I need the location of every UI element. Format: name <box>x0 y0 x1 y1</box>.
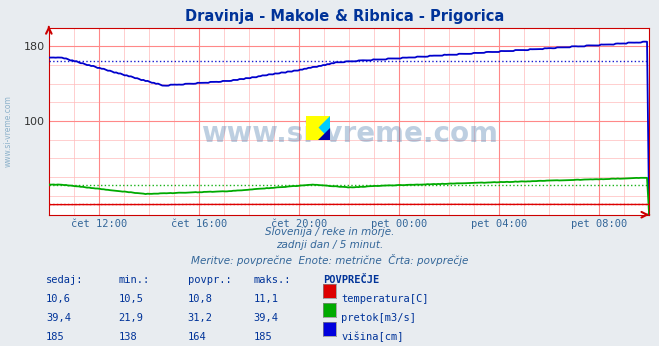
Text: maks.:: maks.: <box>254 275 291 285</box>
Text: 10,5: 10,5 <box>119 294 144 304</box>
Text: povpr.:: povpr.: <box>188 275 231 285</box>
Text: 164: 164 <box>188 332 206 342</box>
Polygon shape <box>306 116 330 140</box>
Text: sedaj:: sedaj: <box>46 275 84 285</box>
Text: Slovenija / reke in morje.: Slovenija / reke in morje. <box>265 227 394 237</box>
Text: 138: 138 <box>119 332 137 342</box>
Text: 11,1: 11,1 <box>254 294 279 304</box>
Text: pretok[m3/s]: pretok[m3/s] <box>341 313 416 323</box>
Text: min.:: min.: <box>119 275 150 285</box>
Text: 10,8: 10,8 <box>188 294 213 304</box>
Text: 21,9: 21,9 <box>119 313 144 323</box>
Text: www.si-vreme.com: www.si-vreme.com <box>201 120 498 148</box>
Text: & Ribnica - Prigorica: & Ribnica - Prigorica <box>330 9 503 24</box>
Text: 39,4: 39,4 <box>46 313 71 323</box>
Text: www.si-vreme.com: www.si-vreme.com <box>3 95 13 167</box>
Text: višina[cm]: višina[cm] <box>341 332 404 343</box>
Polygon shape <box>306 116 330 140</box>
Text: 10,6: 10,6 <box>46 294 71 304</box>
Text: 185: 185 <box>254 332 272 342</box>
Text: 39,4: 39,4 <box>254 313 279 323</box>
Text: 31,2: 31,2 <box>188 313 213 323</box>
Text: temperatura[C]: temperatura[C] <box>341 294 429 304</box>
Polygon shape <box>318 128 330 140</box>
Text: Meritve: povprečne  Enote: metrične  Črta: povprečje: Meritve: povprečne Enote: metrične Črta:… <box>191 254 468 266</box>
Text: POVPREČJE: POVPREČJE <box>323 275 379 285</box>
Text: zadnji dan / 5 minut.: zadnji dan / 5 minut. <box>276 240 383 251</box>
Text: 185: 185 <box>46 332 65 342</box>
Text: Dravinja - Makole: Dravinja - Makole <box>185 9 330 24</box>
